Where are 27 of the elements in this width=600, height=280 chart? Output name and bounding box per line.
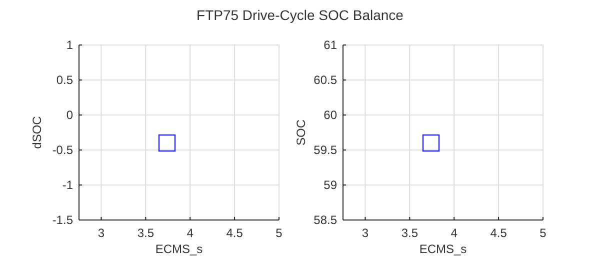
y-axis-title: SOC <box>294 119 308 146</box>
y-tick-label: 0.5 <box>56 73 74 87</box>
x-tick-label: 5 <box>276 226 283 240</box>
y-tick-label: -1 <box>62 178 74 192</box>
x-tick-label: 3 <box>362 226 369 240</box>
x-axis-title: ECMS_s <box>419 242 467 256</box>
x-tick-label: 5 <box>540 226 547 240</box>
chart-title: FTP75 Drive-Cycle SOC Balance <box>196 7 404 23</box>
y-tick-label: 0 <box>66 108 74 122</box>
y-tick-label: 1 <box>66 38 74 52</box>
y-tick-label: -0.5 <box>52 143 74 157</box>
x-axis-title: ECMS_s <box>155 242 203 256</box>
x-tick-label: 4.5 <box>226 226 244 240</box>
x-tick-label: 4.5 <box>490 226 508 240</box>
x-tick-label: 3 <box>98 226 105 240</box>
x-tick-label: 4 <box>186 226 194 240</box>
y-axis-title: dSOC <box>30 116 44 149</box>
x-tick-label: 3.5 <box>137 226 154 240</box>
y-tick-label: 60 <box>324 108 338 122</box>
y-tick-label: -1.5 <box>52 213 74 227</box>
y-tick-label: 60.5 <box>314 73 338 87</box>
y-tick-label: 59 <box>324 178 338 192</box>
y-tick-label: 61 <box>324 38 338 52</box>
x-tick-label: 4 <box>450 226 458 240</box>
x-tick-label: 3.5 <box>401 226 418 240</box>
y-tick-label: 59.5 <box>314 143 338 157</box>
y-tick-label: 58.5 <box>314 213 338 227</box>
